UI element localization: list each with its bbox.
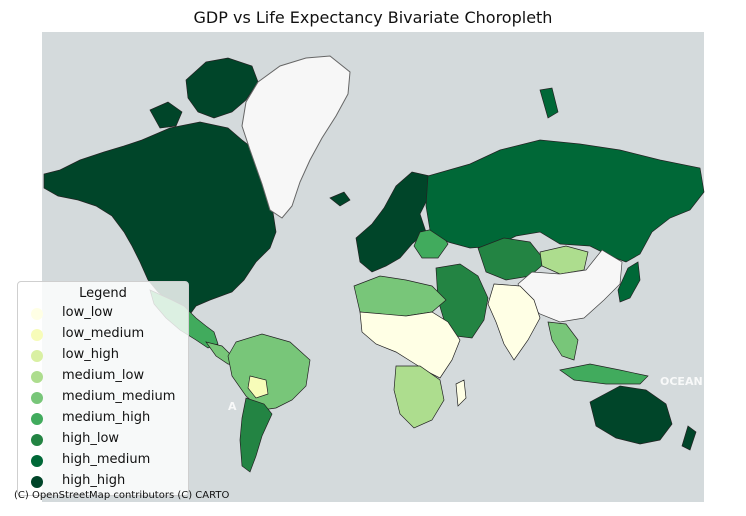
legend-item: high_low [28,430,188,450]
legend-label: low_medium [62,326,145,341]
continent-label: A [228,400,237,413]
region-iceland [329,191,351,207]
legend-label: high_low [62,431,120,446]
region-south-america-north [227,333,311,411]
region-india [487,283,541,361]
legend-swatch [31,413,43,425]
region-central-africa [359,311,461,379]
legend-label: high_medium [62,452,151,467]
map-title: GDP vs Life Expectancy Bivariate Choropl… [193,8,553,27]
region-australia [589,385,673,445]
map-attribution: (C) OpenStreetMap contributors (C) CARTO [14,490,230,501]
region-arctic-islands-2 [149,101,183,129]
legend-item: medium_medium [28,388,188,408]
ocean-label: OCEAN [660,375,703,388]
legend-swatch [31,455,43,467]
legend-label: low_low [62,305,113,320]
region-japan [617,261,641,303]
legend-label: low_high [62,347,120,362]
legend-swatch [31,329,43,341]
region-russia [425,139,705,263]
legend-swatch [31,371,43,383]
region-kazakhstan [477,237,547,281]
region-greenland [241,55,351,219]
legend-label: medium_medium [62,389,176,404]
legend-swatch [31,434,43,446]
region-southeast-asia [547,321,579,361]
legend-item: high_high [28,472,188,492]
legend-swatch [31,308,43,320]
region-southern-africa [393,365,445,429]
legend-swatch [31,350,43,362]
legend-label: high_high [62,473,126,488]
region-madagascar [455,379,467,407]
legend-swatch [31,476,43,488]
legend-item: high_medium [28,451,188,471]
region-bolivia [247,375,269,399]
legend-title: Legend [79,286,127,301]
region-europe [355,171,431,273]
legend-item: low_medium [28,325,188,345]
region-new-zealand [681,425,697,451]
region-indonesia [559,363,649,385]
legend-item: low_high [28,346,188,366]
legend-label: medium_low [62,368,145,383]
region-middle-east [435,263,489,339]
region-south-america-south [239,397,273,473]
legend: Legend low_low low_medium low_high mediu… [17,281,189,496]
legend-item: medium_low [28,367,188,387]
legend-item: low_low [28,304,188,324]
legend-item: medium_high [28,409,188,429]
legend-swatch [31,392,43,404]
region-arctic-islands [185,57,259,119]
legend-label: medium_high [62,410,151,425]
region-arctic-russia-island [539,87,559,119]
